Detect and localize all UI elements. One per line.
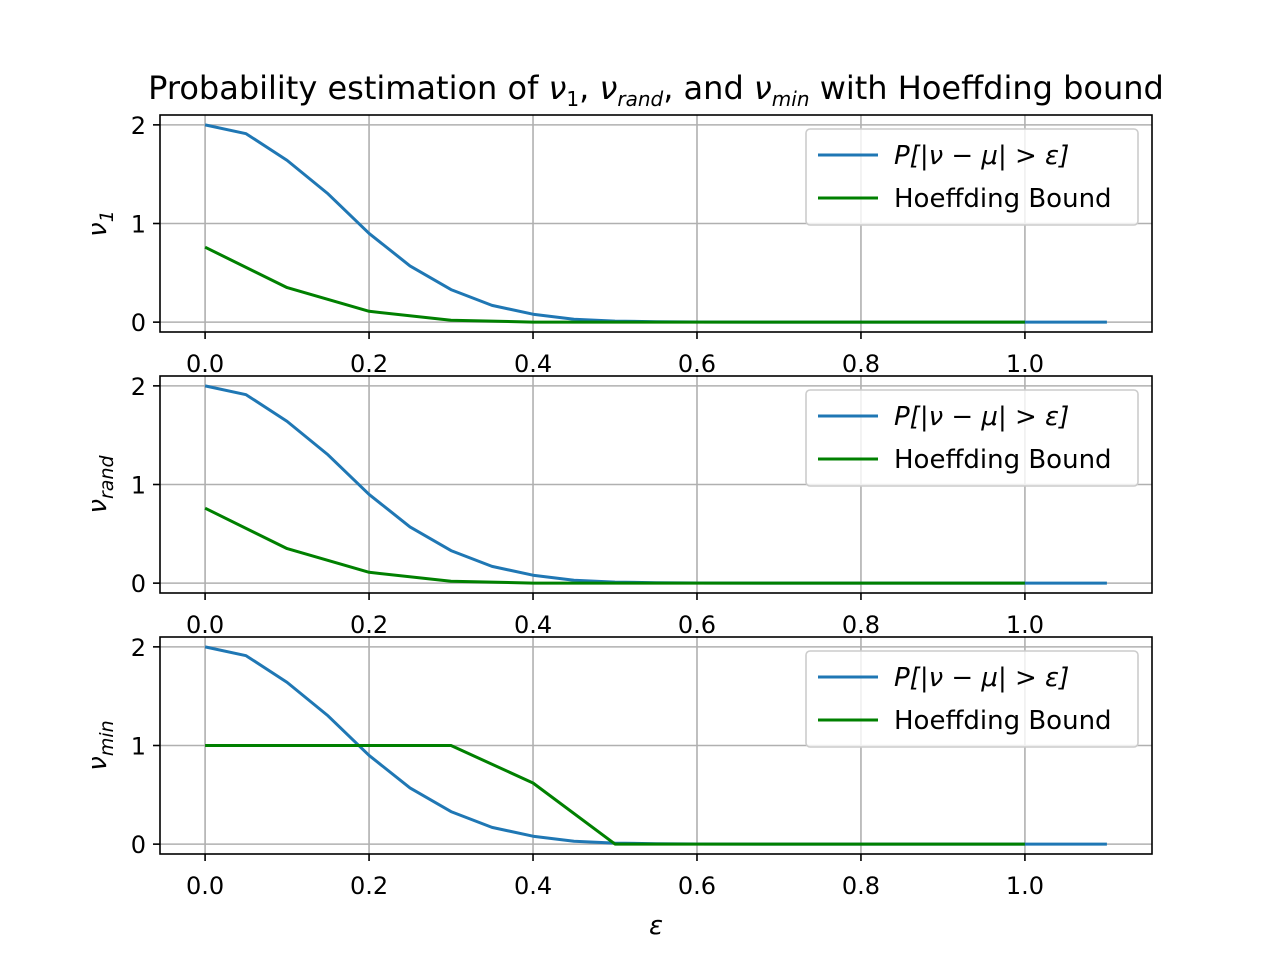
- x-tick-label: 0.4: [514, 611, 552, 639]
- chart-title: Probability estimation of ν1, νrand, and…: [148, 69, 1164, 111]
- legend-frame: [805, 389, 1139, 487]
- legend-label-probability: P[|ν − μ| > ε]: [894, 402, 1069, 432]
- hoeffding-line: [204, 506, 1025, 585]
- y-tick-label: 2: [131, 112, 146, 140]
- legend-label-hoeffding: Hoeffding Bound: [894, 184, 1112, 214]
- legend: P[|ν − μ| > ε] Hoeffding Bound: [805, 389, 1139, 487]
- legend: P[|ν − μ| > ε] Hoeffding Bound: [805, 128, 1139, 226]
- y-tick-label: 2: [131, 634, 146, 662]
- y-tick-label: 2: [131, 373, 146, 401]
- y-tick-label: 1: [131, 472, 146, 500]
- x-tick-label: 0.8: [842, 350, 880, 378]
- legend: P[|ν − μ| > ε] Hoeffding Bound: [805, 650, 1139, 748]
- x-tick-label: 0.4: [514, 872, 552, 900]
- legend-label-probability: P[|ν − μ| > ε]: [894, 663, 1069, 693]
- y-tick-label: 1: [131, 211, 146, 239]
- hoeffding-line: [204, 245, 1025, 324]
- x-tick-label: 0.4: [514, 350, 552, 378]
- y-axis-label: ν1: [83, 210, 118, 237]
- x-tick-label: 0.0: [186, 611, 224, 639]
- legend-label-probability: P[|ν − μ| > ε]: [894, 141, 1069, 171]
- x-tick-label: 1.0: [1006, 350, 1044, 378]
- axes-frame: [159, 636, 1153, 855]
- x-tick-label: 0.0: [186, 872, 224, 900]
- legend-label-hoeffding: Hoeffding Bound: [894, 706, 1112, 736]
- axes-frame: [159, 375, 1153, 594]
- x-tick-label: 1.0: [1006, 872, 1044, 900]
- x-axis-label: ε: [649, 911, 663, 941]
- x-tick-label: 0.2: [350, 872, 388, 900]
- x-tick-label: 0.8: [842, 611, 880, 639]
- subplot-3: 0.0 0.2 0.4 0.6 0.8 1.0 0 1 2 νmin P[|ν − μ| > ε] H…: [83, 634, 1153, 900]
- y-axis-label: νmin: [83, 720, 118, 770]
- legend-frame: [805, 650, 1139, 748]
- y-tick-label: 0: [131, 831, 146, 859]
- x-tick-label: 0.2: [350, 350, 388, 378]
- hoeffding-line: [205, 744, 1025, 846]
- legend-frame: [805, 128, 1139, 226]
- x-tick-label: 0.8: [842, 872, 880, 900]
- x-tick-label: 0.2: [350, 611, 388, 639]
- y-axis-label: νrand: [83, 455, 118, 514]
- subplot-2: 0.0 0.2 0.4 0.6 0.8 1.0 0 1 2 νrand P[|ν − μ| > ε]…: [83, 373, 1153, 639]
- y-tick-label: 0: [131, 570, 146, 598]
- x-tick-label: 1.0: [1006, 611, 1044, 639]
- y-tick-label: 0: [131, 309, 146, 337]
- legend-label-hoeffding: Hoeffding Bound: [894, 445, 1112, 475]
- subplots: 0.0 0.2 0.4 0.6 0.8 1.0 0 1 2 ν1 P[|ν − μ| > ε] Hoe…: [83, 112, 1153, 900]
- x-tick-label: 0.6: [678, 350, 716, 378]
- y-tick-label: 1: [131, 733, 146, 761]
- axes-frame: [159, 114, 1153, 333]
- subplot-1: 0.0 0.2 0.4 0.6 0.8 1.0 0 1 2 ν1 P[|ν − μ| > ε] Hoe…: [83, 112, 1153, 378]
- x-tick-label: 0.6: [678, 611, 716, 639]
- x-tick-label: 0.0: [186, 350, 224, 378]
- x-tick-label: 0.6: [678, 872, 716, 900]
